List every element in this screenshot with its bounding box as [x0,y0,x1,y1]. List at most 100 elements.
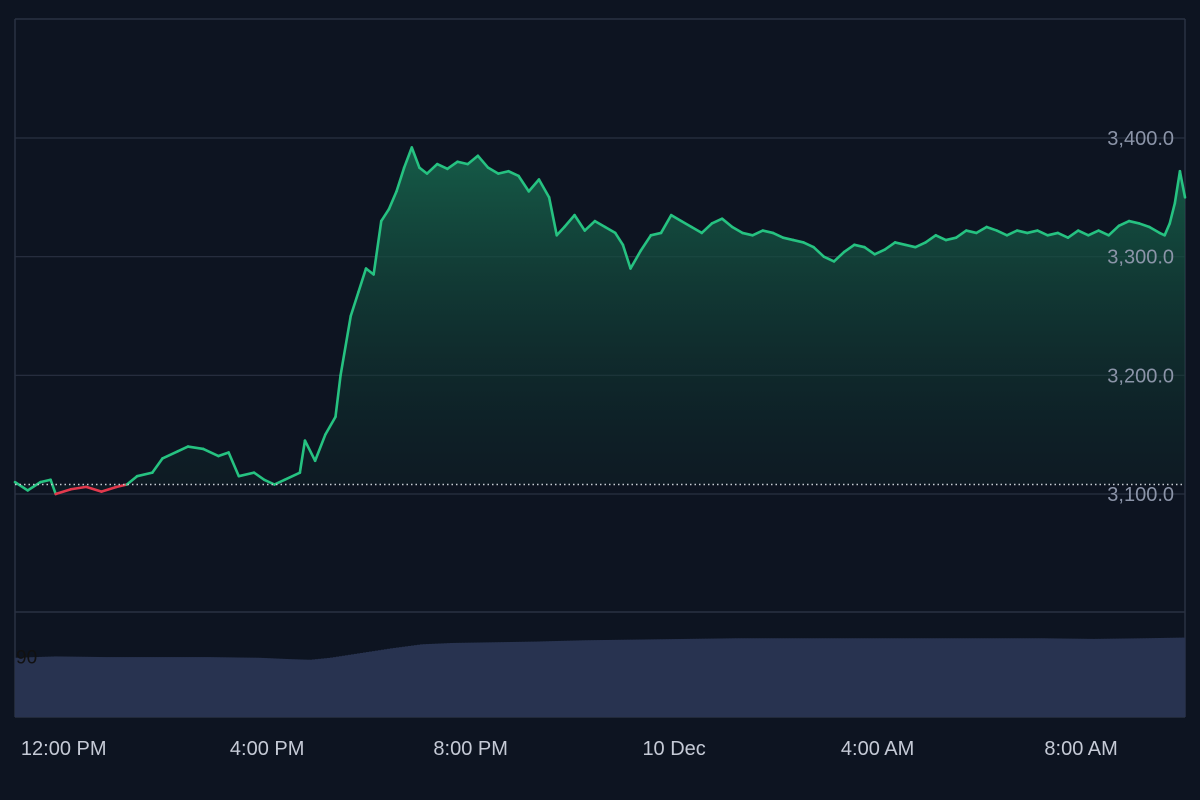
price-line-segment [710,217,724,225]
price-line-segment [176,445,190,453]
volume-bar [807,638,811,717]
volume-bar [873,638,877,717]
volume-bar [714,638,718,717]
volume-bar [837,638,841,717]
volume-bar [819,638,823,717]
volume-bar [705,638,709,717]
volume-bar [87,656,91,717]
volume-bar [1044,638,1048,717]
price-line-segment [741,231,754,237]
price-line-segment [372,219,383,276]
volume-bar [1062,638,1066,717]
volume-bar [273,658,277,717]
volume-bar [426,644,430,717]
volume-bar [57,656,61,717]
volume-bar [165,657,169,717]
volume-bar [780,638,784,717]
price-line-segment [446,160,459,171]
volume-bar [531,641,535,717]
volume-bar [267,658,271,717]
volume-bar [813,638,817,717]
price-line-segment [273,478,286,486]
volume-histogram [15,637,1186,717]
volume-bar [1056,638,1060,717]
volume-bar [216,657,220,717]
volume-bar [15,657,19,717]
price-line-segment [283,471,302,482]
volume-bar [840,638,844,717]
volume-bar [999,638,1003,717]
price-line-segment [125,474,139,486]
volume-bar [1059,638,1063,717]
volume-bar [264,658,268,717]
price-line-segment [1026,229,1039,235]
volume-bar [708,638,712,717]
volume-bar [159,657,163,717]
volume-bar [1074,638,1078,717]
volume-bar [183,657,187,717]
volume-bar [1182,637,1186,717]
volume-bar [519,641,523,717]
volume-bar [72,656,76,717]
price-line-segment [1056,231,1070,239]
volume-bar [651,639,655,717]
volume-bar [771,638,775,717]
volume-bar [81,656,85,717]
volume-bar [849,638,853,717]
volume-bar [255,657,259,717]
volume-bar [741,638,745,717]
volume-bar [129,657,133,717]
volume-bar [492,642,496,717]
volume-bar [1158,637,1162,717]
volume-bar [900,638,904,717]
volume-bar [1116,638,1120,717]
volume-bar [972,638,976,717]
volume-bar [888,638,892,717]
volume-bar [645,639,649,717]
volume-bar [141,657,145,717]
price-line-segment [395,166,406,193]
volume-bar [1167,637,1171,717]
volume-bar [99,657,103,717]
volume-bar [1119,638,1123,717]
volume-bar [504,642,508,717]
volume-bar [933,638,937,717]
volume-bar [822,638,826,717]
volume-bar [537,641,541,717]
volume-bar [483,642,487,717]
price-line-segment [1148,225,1161,235]
volume-bar [423,644,427,717]
volume-bar [198,657,202,717]
volume-bar [234,657,238,717]
volume-bar [795,638,799,717]
y-tick-label: 3,200.0 [1107,365,1174,387]
volume-bar [45,656,49,717]
volume-bar [825,638,829,717]
volume-bar [690,638,694,717]
volume-bar [951,638,955,717]
volume-bar [975,638,979,717]
volume-bar [522,641,526,717]
volume-bar [711,638,715,717]
volume-bar [402,646,406,717]
volume-bar [321,658,325,717]
volume-bar [858,638,862,717]
volume-bar [180,657,184,717]
volume-bar [735,638,739,717]
volume-bar [948,638,952,717]
volume-bar [831,638,835,717]
price-line-segment [1097,229,1110,237]
price-line-segment [1168,201,1177,225]
price-line-segment [629,249,642,270]
volume-bar [123,657,127,717]
volume-bar [618,639,622,717]
price-line-segment [252,471,266,482]
price-line-segment [357,267,368,294]
price-line-segment [1107,224,1121,237]
volume-bar [1038,638,1042,717]
price-line-segment [583,219,597,232]
volume-bar [1041,638,1045,717]
volume-bar [1017,638,1021,717]
